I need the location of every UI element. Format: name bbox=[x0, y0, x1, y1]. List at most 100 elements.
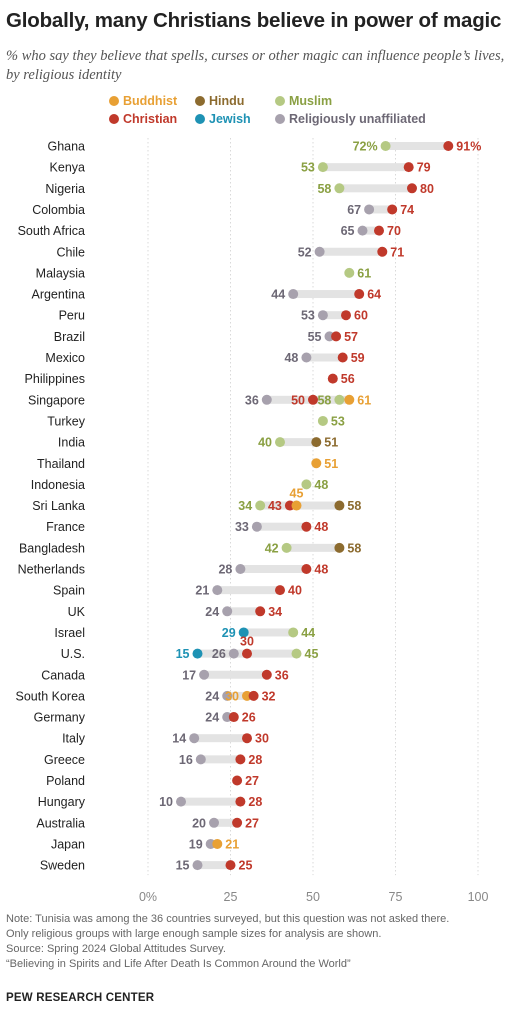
data-point bbox=[337, 352, 348, 363]
range-bar bbox=[362, 226, 379, 235]
data-point bbox=[192, 648, 203, 659]
data-point bbox=[377, 246, 388, 257]
data-label: 57 bbox=[344, 330, 358, 344]
range-bar bbox=[369, 205, 393, 214]
data-point bbox=[317, 310, 328, 321]
note-line-1: Note: Tunisia was among the 36 countries… bbox=[6, 913, 450, 925]
data-point bbox=[331, 331, 342, 342]
range-bar bbox=[217, 586, 280, 595]
data-label: 61 bbox=[357, 393, 371, 407]
data-label: 58 bbox=[347, 499, 361, 513]
data-label: 40 bbox=[258, 436, 272, 450]
country-label: Poland bbox=[46, 774, 85, 788]
data-point bbox=[199, 669, 210, 680]
range-bar bbox=[293, 290, 360, 299]
data-point bbox=[242, 733, 252, 744]
data-point bbox=[235, 754, 246, 765]
data-label: 58 bbox=[317, 182, 331, 196]
data-point bbox=[291, 500, 302, 511]
country-label: Australia bbox=[36, 816, 85, 830]
country-label: Bangladesh bbox=[19, 541, 85, 555]
data-point bbox=[301, 479, 312, 490]
dot-plot-chart: 0% 25 50 75 100 Ghana 72% 91% Kenya 53 79 Nigeria 58… bbox=[16, 138, 488, 904]
range-bar bbox=[214, 818, 238, 827]
data-point bbox=[261, 394, 272, 405]
country-label: Hungary bbox=[38, 795, 86, 809]
data-label: 16 bbox=[179, 753, 193, 767]
country-label: Germany bbox=[34, 711, 86, 725]
data-label: 51 bbox=[324, 457, 338, 471]
data-label: 36 bbox=[245, 393, 259, 407]
range-bar bbox=[306, 353, 343, 362]
data-point bbox=[341, 310, 351, 321]
data-point bbox=[225, 860, 236, 871]
data-label: 48 bbox=[314, 563, 328, 577]
data-point bbox=[314, 246, 325, 257]
data-label: 45 bbox=[290, 487, 304, 501]
country-label: Kenya bbox=[50, 161, 85, 175]
country-label: Japan bbox=[51, 837, 85, 851]
data-label: 70 bbox=[387, 224, 401, 238]
country-label: Argentina bbox=[31, 288, 85, 302]
range-bar bbox=[197, 861, 231, 870]
data-label: 36 bbox=[275, 668, 289, 682]
data-point bbox=[242, 648, 252, 659]
data-label: 44 bbox=[271, 288, 285, 302]
data-label: 32 bbox=[262, 689, 276, 703]
data-label: 28 bbox=[248, 795, 262, 809]
range-bar bbox=[280, 438, 317, 447]
data-point bbox=[354, 289, 365, 300]
data-point bbox=[288, 627, 299, 638]
data-point bbox=[235, 796, 246, 807]
data-label: 72% bbox=[353, 140, 378, 154]
data-label: 53 bbox=[301, 309, 315, 323]
country-label: South Africa bbox=[18, 224, 85, 238]
country-label: Philippines bbox=[25, 372, 85, 386]
data-label: 64 bbox=[367, 288, 381, 302]
data-label: 61 bbox=[357, 266, 371, 280]
data-label: 52 bbox=[298, 245, 312, 259]
range-bar bbox=[256, 522, 307, 531]
data-label: 58 bbox=[317, 393, 331, 407]
organization-name: PEW RESEARCH CENTER bbox=[6, 992, 155, 1004]
data-point bbox=[192, 860, 203, 871]
data-label: 20 bbox=[192, 816, 206, 830]
data-label: 28 bbox=[248, 753, 262, 767]
data-point bbox=[334, 394, 345, 405]
data-label: 44 bbox=[301, 626, 315, 640]
range-bar bbox=[322, 163, 409, 172]
data-point bbox=[311, 458, 322, 469]
range-bar bbox=[227, 691, 254, 700]
data-point bbox=[189, 733, 200, 744]
data-label: 67 bbox=[347, 203, 361, 217]
country-label: Netherlands bbox=[18, 563, 85, 577]
country-label: Colombia bbox=[32, 203, 85, 217]
data-point bbox=[222, 690, 233, 701]
data-label: 15 bbox=[176, 647, 190, 661]
data-point bbox=[261, 669, 272, 680]
data-point bbox=[238, 627, 249, 638]
range-bar bbox=[322, 311, 346, 320]
data-point bbox=[301, 564, 312, 574]
data-label: 21 bbox=[225, 837, 239, 851]
x-tick-label: 75 bbox=[389, 890, 403, 904]
data-point bbox=[281, 542, 292, 553]
country-label: Malaysia bbox=[36, 266, 85, 280]
country-label: U.S. bbox=[61, 647, 85, 661]
data-label: 29 bbox=[222, 626, 236, 640]
data-point bbox=[209, 817, 219, 828]
data-point bbox=[248, 690, 259, 701]
country-label: Canada bbox=[41, 668, 85, 682]
range-bar bbox=[319, 247, 383, 256]
data-point bbox=[275, 585, 285, 596]
data-point bbox=[443, 141, 454, 151]
data-point bbox=[374, 225, 384, 236]
data-point bbox=[288, 289, 299, 300]
data-label: 25 bbox=[239, 859, 253, 873]
data-point bbox=[176, 796, 186, 807]
range-bar bbox=[181, 797, 241, 806]
country-label: Indonesia bbox=[31, 478, 85, 492]
country-label: Italy bbox=[62, 732, 86, 746]
data-label: 53 bbox=[331, 414, 345, 428]
x-tick-label: 50 bbox=[306, 890, 320, 904]
